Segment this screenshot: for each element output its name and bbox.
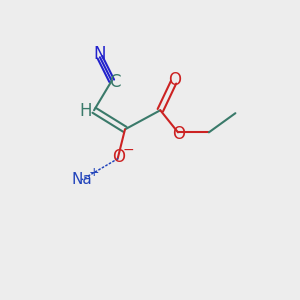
Text: O: O [169,71,182,89]
Text: N: N [94,45,106,63]
Text: C: C [110,73,121,91]
Text: −: − [123,143,135,157]
Text: Na: Na [71,172,92,187]
Text: O: O [172,125,185,143]
Text: O: O [112,148,125,166]
Text: H: H [79,102,92,120]
Text: +: + [89,166,99,178]
